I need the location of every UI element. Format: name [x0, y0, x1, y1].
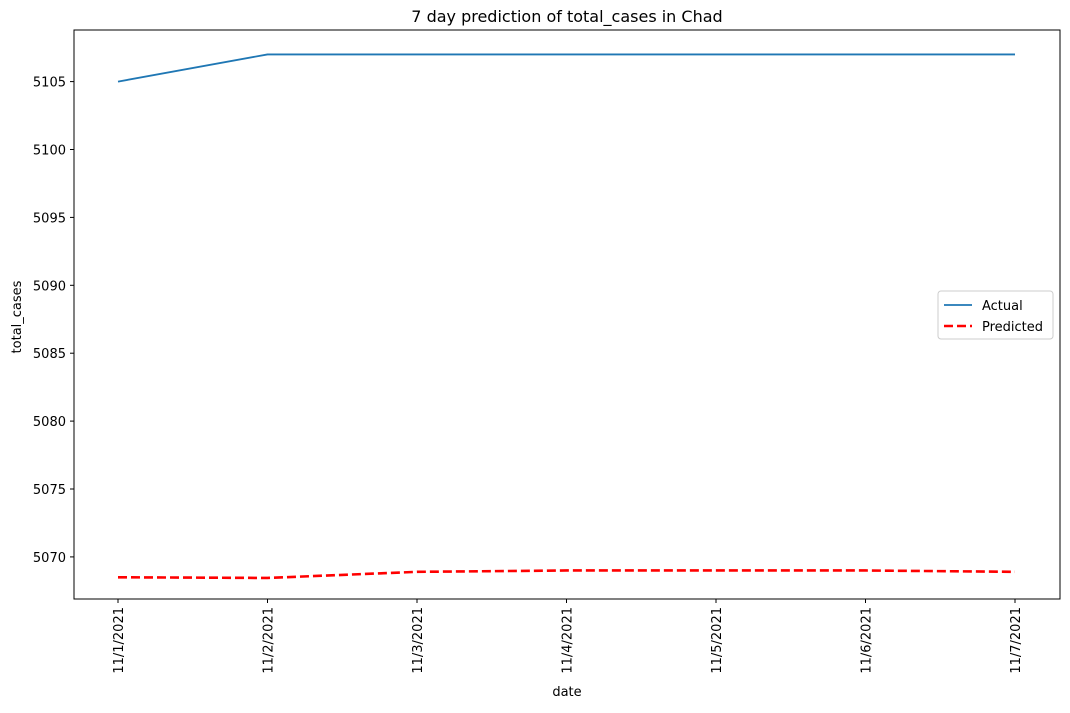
y-tick-label: 5095 [33, 211, 66, 226]
series-line-actual [117, 53, 1015, 83]
y-tick-label: 5105 [33, 76, 66, 91]
y-axis-label: total_cases [10, 280, 25, 353]
y-tick-label: 5075 [33, 483, 66, 498]
series-line-predicted [117, 569, 1016, 580]
y-tick-label: 5090 [33, 279, 66, 294]
legend-box [937, 290, 1054, 340]
plot-area: 5070 5075 5080 5085 5090 5095 5100 5105 11/1/202… [33, 53, 1024, 674]
y-tick-label: 5080 [33, 415, 66, 430]
x-tick-label: 11/6/2021 [860, 607, 875, 674]
x-tick-label: 11/2/2021 [262, 607, 277, 674]
legend: Actual Predicted [937, 290, 1054, 340]
legend-label-predicted: Predicted [982, 320, 1043, 335]
x-tick-label: 11/4/2021 [561, 607, 576, 674]
x-tick-label: 11/7/2021 [1009, 607, 1024, 674]
legend-label-actual: Actual [982, 299, 1023, 314]
x-tick-label: 11/5/2021 [710, 607, 725, 674]
x-tick-label: 11/3/2021 [411, 607, 426, 674]
plot-frame [73, 29, 1061, 600]
y-tick-label: 5100 [33, 144, 66, 159]
x-axis-label: date [552, 685, 581, 700]
x-tick-label: 11/1/2021 [112, 607, 127, 674]
y-tick-label: 5070 [33, 551, 66, 566]
chart-title: 7 day prediction of total_cases in Chad [411, 7, 722, 27]
y-tick-label: 5085 [33, 347, 66, 362]
